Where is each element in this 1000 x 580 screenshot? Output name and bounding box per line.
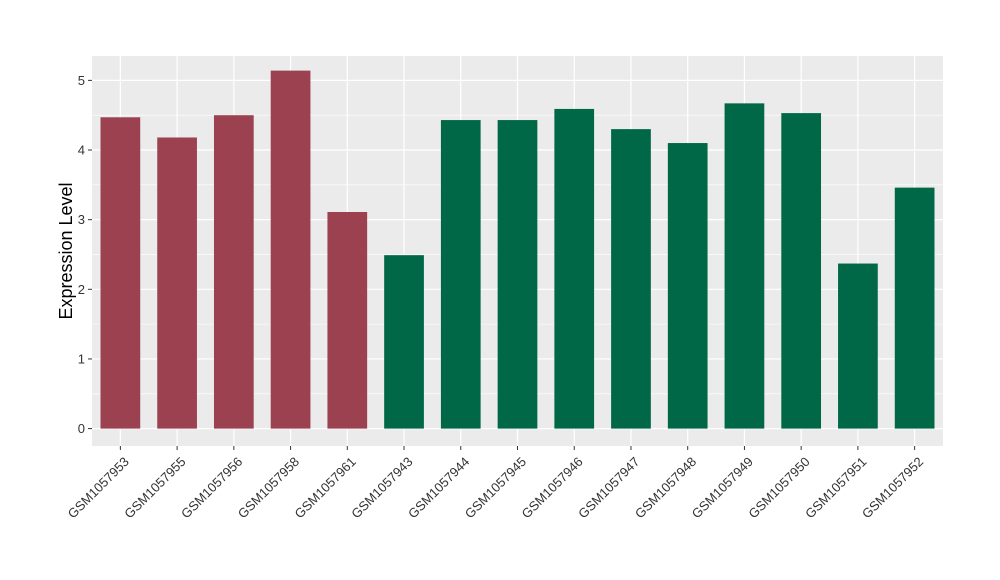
bar-GSM1057946 <box>554 108 595 429</box>
bar-GSM1057945 <box>497 120 538 429</box>
bar-GSM1057958 <box>270 70 311 429</box>
y-tick-label: 3 <box>78 212 85 227</box>
y-axis-title: Expression Level <box>56 182 76 319</box>
bar-GSM1057953 <box>100 117 141 429</box>
y-tick-label: 1 <box>78 351 85 366</box>
y-tick-label: 5 <box>78 73 85 88</box>
y-tick-label: 4 <box>78 143 85 158</box>
bar-GSM1057947 <box>611 129 651 429</box>
bar-GSM1057956 <box>213 115 254 429</box>
bar-GSM1057948 <box>667 143 708 429</box>
bar-GSM1057951 <box>838 263 878 429</box>
bar-GSM1057950 <box>781 113 822 429</box>
y-tick-label: 2 <box>78 282 85 297</box>
bars <box>100 70 935 429</box>
bar-GSM1057955 <box>157 137 197 429</box>
bar-GSM1057952 <box>894 187 935 429</box>
bar-GSM1057949 <box>724 103 765 429</box>
bar-GSM1057944 <box>440 120 481 429</box>
bar-GSM1057961 <box>327 212 368 429</box>
bar-GSM1057943 <box>384 255 424 429</box>
x-axis: GSM1057953GSM1057955GSM1057956GSM1057958… <box>65 446 926 521</box>
y-tick-label: 0 <box>78 421 85 436</box>
y-axis: 0 1 2 3 4 5 <box>78 73 92 436</box>
